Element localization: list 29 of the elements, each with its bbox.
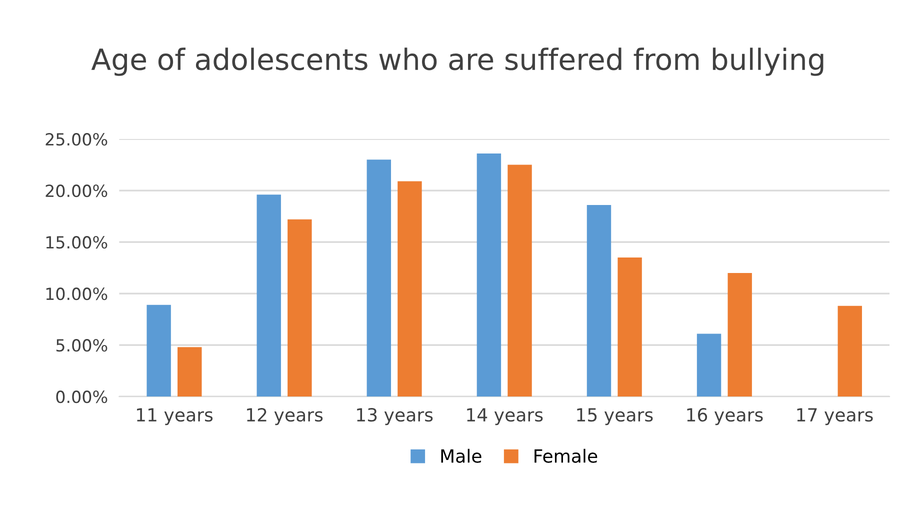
- bar: [366, 160, 392, 397]
- bar: [256, 194, 281, 397]
- x-tick-label: 14 years: [467, 408, 543, 426]
- y-tick-label: 15.00%: [46, 236, 108, 249]
- x-tick-label: 15 years: [577, 408, 653, 426]
- bar: [696, 334, 722, 397]
- y-tick-label: 5.00%: [56, 339, 108, 352]
- legend-label: Female: [534, 448, 598, 463]
- bar: [476, 153, 502, 397]
- y-tick-label: 0.00%: [56, 390, 108, 404]
- bar: [398, 181, 422, 397]
- bar: [178, 347, 202, 397]
- bar: [618, 258, 642, 397]
- y-tick-label: 25.00%: [46, 133, 108, 146]
- bar: [146, 304, 171, 397]
- legend-label: Male: [441, 448, 482, 463]
- bar: [728, 272, 752, 397]
- x-tick-label: 12 years: [247, 408, 323, 426]
- x-tick-label: 11 years: [137, 408, 213, 426]
- bar: [838, 306, 862, 397]
- bar: [288, 219, 312, 397]
- y-tick-label: 20.00%: [46, 184, 108, 198]
- chart-title: Age of adolescents who are suffered from bullying: [91, 48, 824, 76]
- x-tick-label: 13 years: [357, 408, 433, 426]
- y-tick-label: 10.00%: [46, 288, 108, 300]
- bar: [508, 164, 532, 397]
- bar: [586, 204, 612, 397]
- x-tick-label: 16 years: [687, 408, 763, 426]
- x-tick-label: 17 years: [797, 408, 873, 426]
